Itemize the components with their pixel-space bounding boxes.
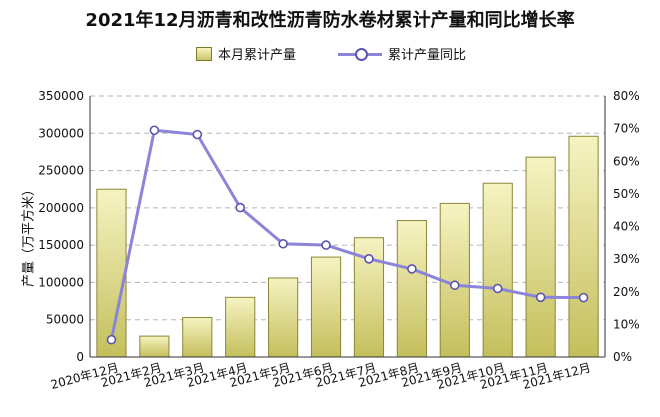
y-tick-label: 150000 (38, 238, 84, 252)
bar (96, 188, 127, 358)
line-point (578, 292, 589, 303)
line-point (149, 125, 160, 136)
legend-line-label: 累计产量同比 (388, 48, 467, 63)
y2-tick-label: 80% (613, 89, 640, 103)
line-point (407, 264, 417, 274)
legend: 本月累计产量 累计产量同比 (0, 44, 660, 66)
bar (268, 277, 299, 358)
legend-bar-swatch (196, 46, 212, 61)
legend-bar-label: 本月累计产量 (218, 48, 297, 63)
y2-tick-label: 40% (613, 220, 640, 234)
y2-tick-label: 50% (613, 187, 640, 201)
legend-line-swatch (338, 47, 382, 61)
y-tick-label: 200000 (38, 201, 84, 215)
bar (525, 156, 556, 358)
series-line (109, 128, 584, 341)
bar-layer (96, 135, 599, 358)
line-point (106, 334, 117, 345)
line-point (449, 280, 460, 291)
y-tick-label: 0 (76, 350, 84, 364)
y2-tick-label: 70% (613, 122, 640, 136)
chart-title: 2021年12月沥青和改性沥青防水卷材累计产量和同比增长率 (85, 10, 575, 31)
line-point (492, 283, 503, 294)
bar (310, 256, 342, 358)
line-layer (106, 125, 589, 345)
bar (182, 316, 213, 358)
bar (568, 135, 599, 358)
line-point (321, 240, 331, 250)
y-tick-label: 100000 (38, 275, 84, 289)
line-point (278, 238, 288, 249)
bar (482, 182, 513, 358)
legend-item-line: 累计产量同比 (338, 44, 466, 63)
y2-tick-label: 60% (613, 154, 640, 168)
bar (439, 202, 470, 358)
legend-item-bars: 本月累计产量 (196, 44, 296, 63)
y2-tick-label: 10% (613, 317, 640, 331)
y-tick-label: 50000 (46, 313, 84, 327)
bar (225, 296, 256, 358)
y-tick-label: 350000 (38, 89, 84, 103)
y-tick-label: 250000 (38, 164, 84, 178)
line-point (235, 202, 246, 213)
line-point (192, 129, 203, 140)
bar (396, 220, 427, 358)
y2-tick-label: 0% (613, 350, 632, 364)
line-point (535, 292, 546, 303)
line-point (364, 253, 374, 264)
y2-tick-label: 30% (613, 252, 640, 266)
y-tick-label: 300000 (38, 126, 84, 140)
bar (139, 335, 170, 358)
axis-layer (89, 96, 606, 358)
y2-tick-label: 20% (613, 285, 640, 299)
